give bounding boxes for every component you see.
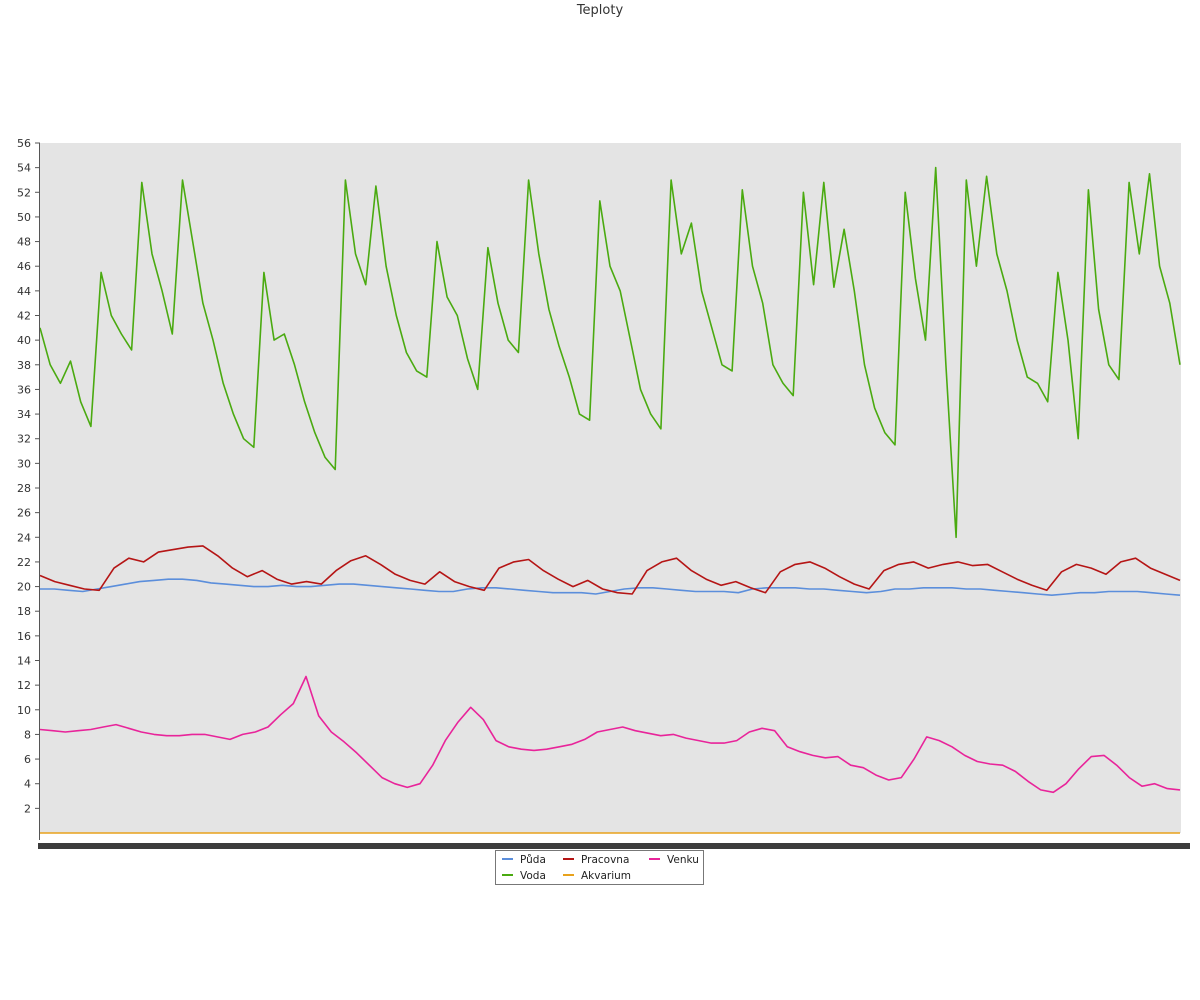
y-tick-label: 26 [17, 507, 31, 520]
legend-item-pracovna: Pracovna [563, 854, 629, 866]
y-tick-label: 16 [17, 630, 31, 643]
legend-label-voda: Voda [520, 870, 546, 882]
y-tick-label: 32 [17, 433, 31, 446]
y-tick-label: 2 [24, 802, 31, 815]
y-tick-label: 38 [17, 359, 31, 372]
series-line-voda [39, 166, 1181, 539]
y-tick-label: 6 [24, 753, 31, 766]
y-tick-label: 20 [17, 581, 31, 594]
y-tick-label: 54 [17, 162, 31, 175]
series-layer [39, 166, 1181, 834]
y-tick-label: 14 [17, 655, 31, 668]
y-tick-label: 34 [17, 408, 31, 421]
y-tick-label: 46 [17, 260, 31, 273]
legend-swatch-puda [502, 858, 513, 860]
legend-swatch-venku [649, 858, 660, 860]
legend-swatch-akvarium [563, 874, 574, 876]
chart-title: Teploty [576, 3, 624, 18]
legend-swatch-voda [502, 874, 513, 876]
y-tick-label: 40 [17, 334, 31, 347]
y-tick-label: 12 [17, 679, 31, 692]
y-axis: 2468101214161820222426283032343638404244… [17, 137, 40, 815]
legend-label-venku: Venku [667, 854, 699, 866]
y-tick-label: 8 [24, 728, 31, 741]
legend-label-akvarium: Akvarium [581, 870, 632, 882]
x-axis-tick-band [38, 843, 1190, 849]
y-tick-label: 28 [17, 482, 31, 495]
legend-swatch-pracovna [563, 858, 574, 860]
y-tick-label: 24 [17, 531, 31, 544]
y-tick-label: 48 [17, 236, 31, 249]
legend-item-voda: Voda [502, 870, 546, 882]
y-tick-label: 52 [17, 186, 31, 199]
series-line-venku [39, 675, 1181, 794]
y-tick-label: 4 [24, 778, 31, 791]
legend-item-akvarium: Akvarium [563, 870, 631, 882]
y-tick-label: 18 [17, 605, 31, 618]
legend: Půda Voda Pracovna Akvarium Venku [495, 850, 704, 885]
legend-item-venku: Venku [649, 854, 699, 866]
y-tick-label: 36 [17, 383, 31, 396]
y-tick-label: 50 [17, 211, 31, 224]
legend-item-puda: Půda [502, 854, 546, 866]
y-tick-label: 44 [17, 285, 31, 298]
legend-label-pracovna: Pracovna [581, 854, 630, 866]
y-tick-label: 10 [17, 704, 31, 717]
y-tick-label: 42 [17, 310, 31, 323]
series-line-pracovna [39, 545, 1181, 595]
y-tick-label: 30 [17, 457, 31, 470]
y-tick-label: 56 [17, 137, 31, 150]
y-tick-label: 22 [17, 556, 31, 569]
legend-label-puda: Půda [520, 854, 546, 866]
plot-area [40, 143, 1181, 833]
